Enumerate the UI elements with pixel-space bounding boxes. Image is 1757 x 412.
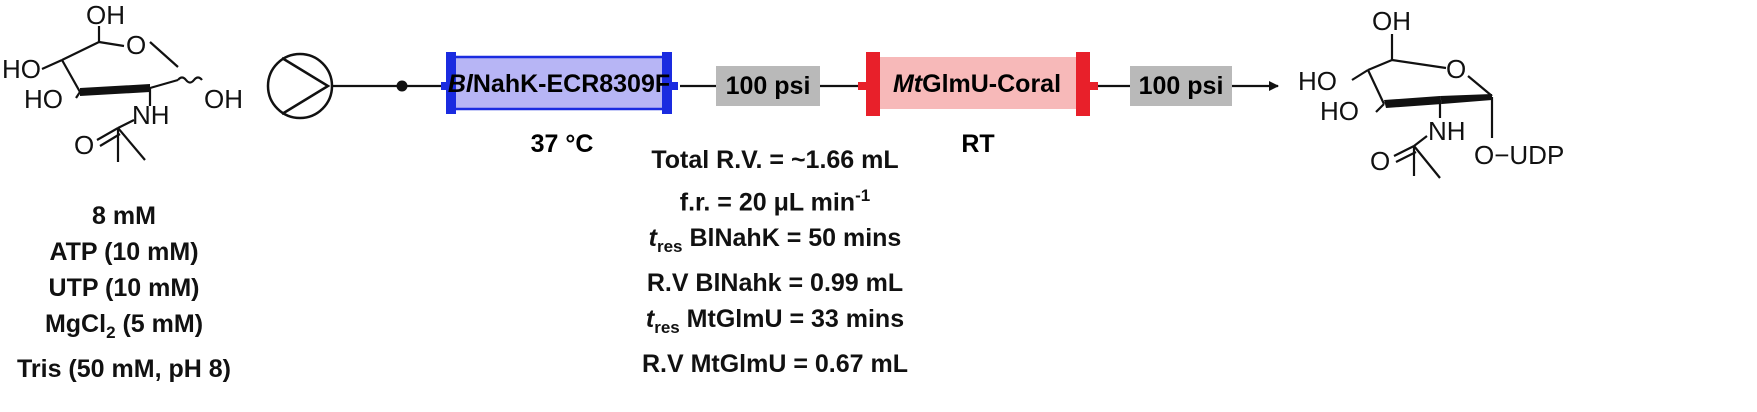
- product-oh-top: OH: [1372, 6, 1411, 36]
- product-carbonyl-oxygen: O: [1370, 146, 1390, 176]
- reactor-mtglmu-label: MtGlmU-Coral: [893, 70, 1061, 98]
- substrate-ho-ring: HO: [2, 54, 41, 84]
- product-ring-oxygen: O: [1446, 54, 1466, 84]
- bpr-2-label: 100 psi: [1139, 72, 1224, 100]
- mixing-junction: [396, 80, 408, 92]
- flow-rate: f.r. = 20 μL min-1: [679, 186, 871, 217]
- substrate-nh: NH: [132, 100, 170, 130]
- product-ho-ring: HO: [1298, 66, 1337, 96]
- tris-condition: Tris (50 mM, pH 8): [17, 355, 231, 383]
- reactor-blnahk-temperature: 37 °C: [531, 130, 594, 158]
- total-reactor-volume: Total R.V. = ~1.66 mL: [651, 146, 899, 174]
- flow-parameters: Total R.V. = ~1.66 mL f.r. = 20 μL min-1…: [620, 142, 930, 382]
- reactor-blnahk: BlNahK-ECR8309F: [441, 52, 678, 114]
- substrate-oh-anomeric: OH: [204, 84, 243, 114]
- atp-condition: ATP (10 mM): [49, 238, 199, 266]
- reactor-volume-blnahk: R.V BlNahk = 0.99 mL: [646, 269, 904, 298]
- bpr-1-label: 100 psi: [726, 72, 811, 100]
- product-ho-lower: HO: [1320, 96, 1359, 126]
- back-pressure-regulator-1: 100 psi: [716, 66, 820, 106]
- substrate-conditions: 8 mM ATP (10 mM) UTP (10 mM) MgCl2 (5 mM…: [8, 198, 240, 387]
- product-structure: [1351, 34, 1494, 179]
- substrate-ho-lower: HO: [24, 84, 63, 114]
- mgcl2-condition: MgCl2 (5 mM): [44, 310, 204, 342]
- product-nh: NH: [1428, 116, 1466, 146]
- reactor-volume-mtglmu: R.V MtGlmU = 0.67 mL: [641, 350, 909, 379]
- substrate-oh-top: OH: [86, 0, 125, 30]
- reactor-mtglmu-temperature: RT: [961, 130, 994, 158]
- back-pressure-regulator-2: 100 psi: [1130, 66, 1232, 106]
- residence-time-mtglmu: tres MtGlmU = 33 mins: [645, 305, 905, 338]
- residence-time-blnahk: tres BlNahK = 50 mins: [648, 224, 902, 257]
- substrate-concentration: 8 mM: [92, 202, 156, 230]
- substrate-structure: [41, 26, 203, 162]
- pump-icon: [266, 52, 334, 120]
- reactor-blnahk-label: BlNahK-ECR8309F: [448, 70, 670, 98]
- substrate-carbonyl-oxygen: O: [74, 130, 94, 160]
- product-udp: O−UDP: [1474, 140, 1564, 170]
- utp-condition: UTP (10 mM): [48, 274, 200, 302]
- substrate-ring-oxygen: O: [126, 30, 146, 60]
- reactor-mtglmu: MtGlmU-Coral: [858, 52, 1098, 116]
